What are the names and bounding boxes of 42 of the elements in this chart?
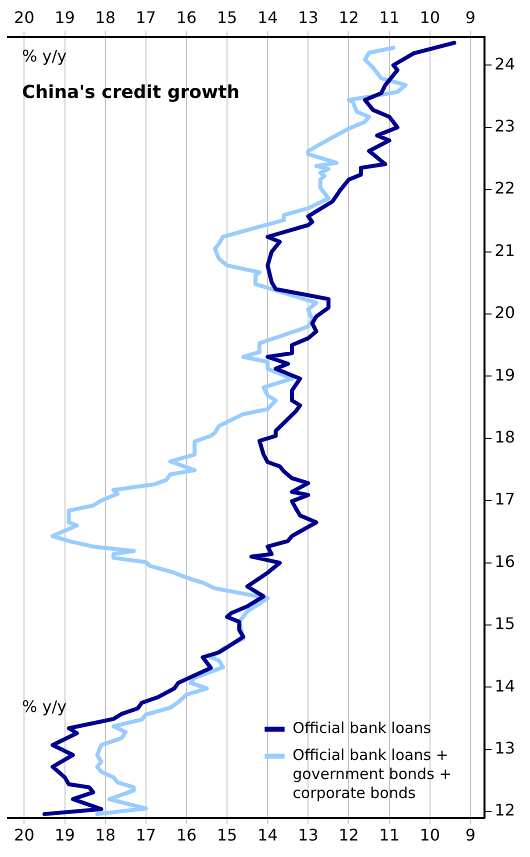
y-tick-label: 15 <box>494 614 515 634</box>
y-tick-label: 19 <box>494 365 515 384</box>
y-tick-label: 17 <box>494 490 515 509</box>
y-tick-label: 21 <box>494 240 515 260</box>
x-tick-label: 18 <box>95 826 116 845</box>
y-tick-label: 18 <box>494 428 515 447</box>
x-tick-label: 10 <box>420 826 440 845</box>
x-tick-label: 19 <box>54 826 75 845</box>
x2-tick-label: 20 <box>14 8 34 27</box>
x-tick-label: 16 <box>176 826 197 845</box>
x-tick-label: 20 <box>14 826 34 845</box>
x-tick-label: 15 <box>216 826 238 845</box>
annotation: % y/y <box>22 696 67 716</box>
x-tick-label: 14 <box>257 826 278 845</box>
x2-tick-label: 13 <box>298 8 318 27</box>
x-tick-label: 13 <box>298 826 318 845</box>
x2-tick-label: 12 <box>338 8 359 27</box>
annotation: % y/y <box>22 46 67 66</box>
y-tick-label: 14 <box>494 676 515 696</box>
legend-label: Official bank loans <box>292 719 432 738</box>
x2-tick-label: 9 <box>465 8 476 27</box>
x-tick-label: 12 <box>338 826 359 845</box>
y-tick-label: 20 <box>494 303 515 322</box>
x2-tick-label: 10 <box>420 8 440 27</box>
y-tick-label: 16 <box>494 552 515 571</box>
x-tick-label: 17 <box>136 826 156 845</box>
text: China's credit growth <box>22 82 240 103</box>
y-tick-label: 12 <box>494 800 515 820</box>
legend-label: Official bank loans + government bonds + corporate bonds <box>292 746 452 802</box>
y-tick-label: 24 <box>494 54 515 74</box>
x-tick-label: 9 <box>465 826 476 845</box>
x2-tick-label: 17 <box>136 8 156 27</box>
x2-tick-label: 15 <box>216 8 238 27</box>
y-tick-label: 23 <box>494 116 515 136</box>
x2-tick-label: 16 <box>176 8 197 27</box>
y-tick-label: 22 <box>494 178 515 198</box>
x-tick-label: 11 <box>379 826 400 845</box>
x2-tick-label: 11 <box>379 8 400 27</box>
x2-tick-label: 18 <box>95 8 116 27</box>
y-tick-label: 13 <box>494 738 515 758</box>
x2-tick-label: 19 <box>54 8 75 27</box>
x2-tick-label: 14 <box>257 8 278 27</box>
